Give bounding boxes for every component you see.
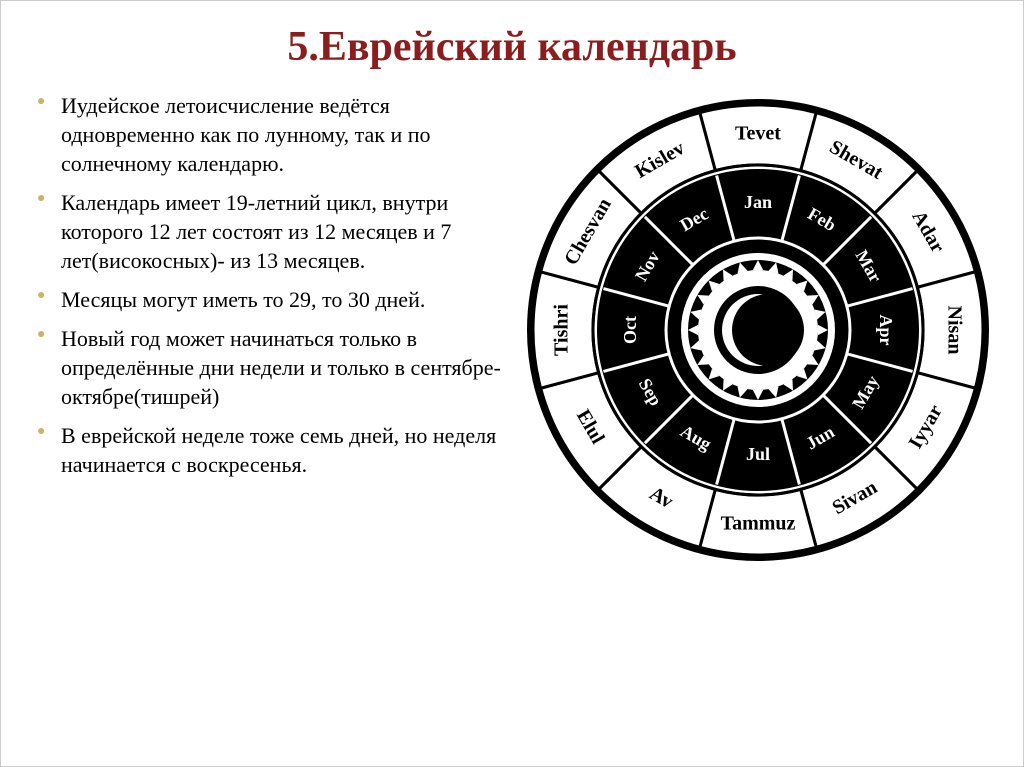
hebrew-month-label: Tevet: [735, 123, 781, 145]
bullet-list: Иудейское летоисчисление ведётся одновре…: [35, 91, 515, 565]
gregorian-month-label: Apr: [876, 315, 896, 346]
gregorian-month-label: Jan: [744, 192, 772, 212]
bullet-item: В еврейской неделе тоже семь дней, но не…: [35, 421, 515, 479]
hebrew-month-label: Tishri: [551, 304, 573, 356]
hebrew-month-label: Nisan: [943, 306, 965, 355]
content-row: Иудейское летоисчисление ведётся одновре…: [1, 71, 1023, 565]
gregorian-month-label: Oct: [620, 316, 640, 344]
gregorian-month-label: Jul: [746, 444, 770, 464]
bullet-item: Новый год может начинаться только в опре…: [35, 324, 515, 411]
bullet-item: Иудейское летоисчисление ведётся одновре…: [35, 91, 515, 178]
calendar-diagram: TevetShevatAdarNisanIyyarSivanTammuzAvEl…: [523, 95, 993, 565]
bullet-item: Календарь имеет 19-летний цикл, внутри к…: [35, 188, 515, 275]
hebrew-month-label: Tammuz: [721, 513, 796, 535]
bullet-item: Месяцы могут иметь то 29, то 30 дней.: [35, 285, 515, 314]
page-title: 5.Еврейский календарь: [1, 1, 1023, 71]
